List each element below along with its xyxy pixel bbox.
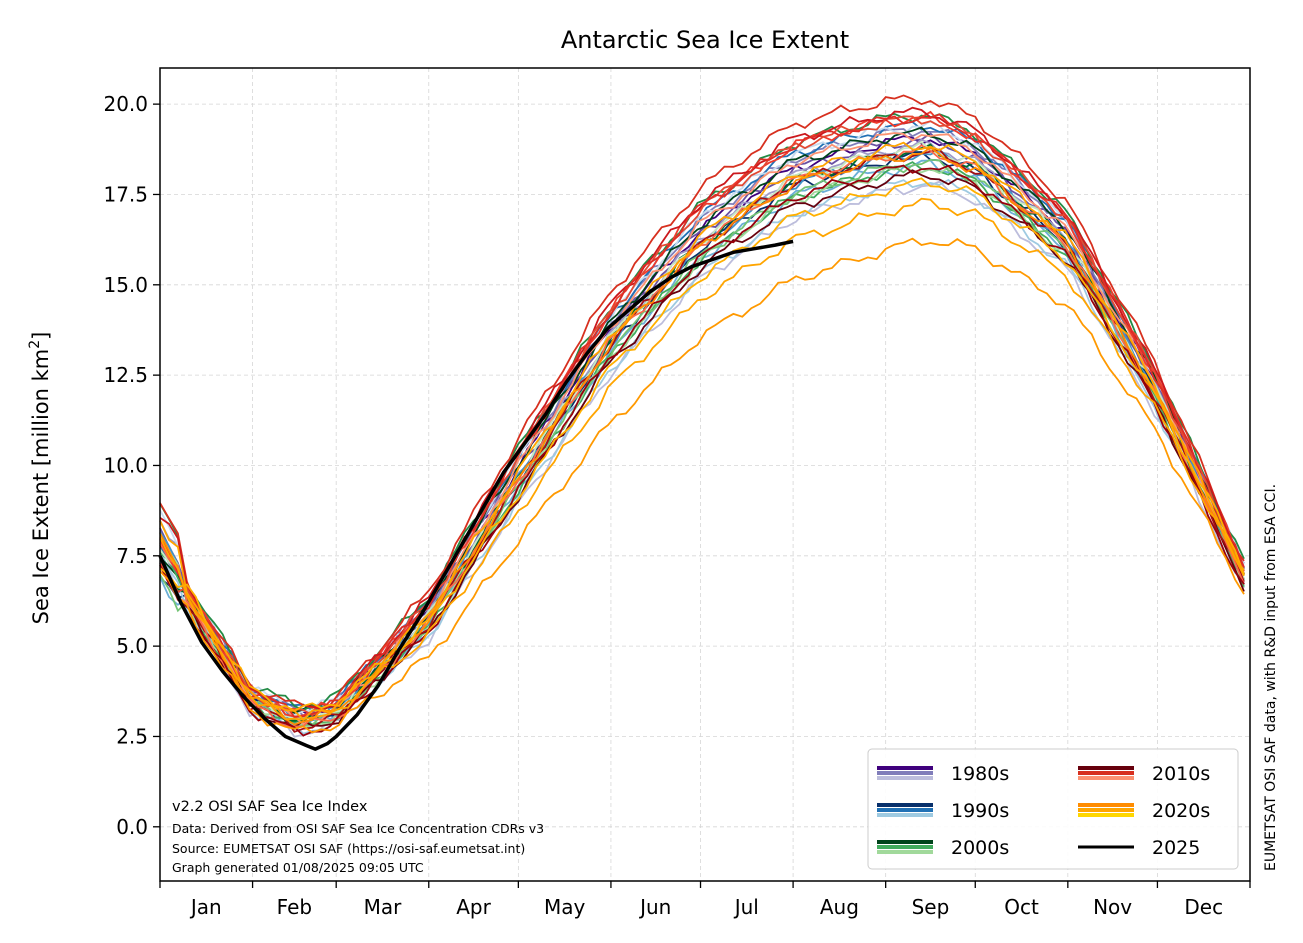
historical-year-line	[159, 141, 1245, 721]
version-note: v2.2 OSI SAF Sea Ice Index	[172, 799, 368, 815]
x-tick-label: Nov	[1093, 895, 1132, 919]
annotation-block: v2.2 OSI SAF Sea Ice Index Data: Derived…	[172, 799, 544, 875]
legend-label: 1990s	[951, 800, 1009, 822]
legend-item: 1990s	[877, 800, 1009, 822]
historical-year-line	[159, 148, 1245, 733]
y-axis-label: Sea Ice Extent [million km2]	[27, 332, 53, 625]
legend-item: 1980s	[877, 763, 1009, 785]
historical-year-lines	[159, 94, 1245, 738]
y-tick-label: 0.0	[116, 815, 148, 839]
chart-title: Antarctic Sea Ice Extent	[561, 26, 849, 54]
legend-item: 2020s	[1078, 800, 1210, 822]
series-2025-layer	[158, 239, 794, 751]
legend-label: 2010s	[1152, 763, 1210, 785]
x-tick-label: Aug	[820, 895, 859, 919]
x-tick-label: Dec	[1184, 895, 1223, 919]
x-tick-label: May	[544, 895, 586, 919]
source-note: Source: EUMETSAT OSI SAF (https://osi-sa…	[172, 841, 525, 856]
legend-label: 1980s	[951, 763, 1009, 785]
x-axis-ticks: Jan Feb Mar Apr May Jun Jul Aug Sep Oct Nov Dec	[159, 881, 1251, 919]
y-tick-label: 20.0	[103, 92, 148, 116]
series-line-2025	[158, 239, 794, 751]
historical-year-line	[159, 113, 1245, 719]
legend-item: 2010s	[1078, 763, 1210, 785]
generated-note: Graph generated 01/08/2025 09:05 UTC	[172, 860, 424, 875]
plot-frame	[159, 67, 1251, 882]
legend-item: 2025	[1078, 837, 1200, 859]
x-tick-label: Jan	[189, 895, 222, 919]
y-tick-label: 15.0	[103, 273, 148, 297]
historical-year-line	[159, 164, 1245, 737]
historical-year-line	[159, 177, 1245, 712]
historical-year-line	[159, 144, 1245, 728]
y-tick-label: 17.5	[103, 182, 148, 206]
historical-year-line	[159, 237, 1245, 734]
legend-item: 2000s	[877, 837, 1009, 859]
x-tick-label: Jun	[638, 895, 671, 919]
y-tick-label: 12.5	[103, 363, 148, 387]
y-axis-ticks: 0.0 2.5 5.0 7.5 10.0 12.5 15.0 17.5 20.0	[103, 92, 160, 839]
historical-year-line	[159, 197, 1245, 721]
x-tick-label: Apr	[456, 895, 491, 919]
legend-label: 2020s	[1152, 800, 1210, 822]
legend-label: 2025	[1152, 837, 1200, 859]
historical-year-line	[159, 94, 1245, 709]
legend-label: 2000s	[951, 837, 1009, 859]
legend: 1980s 1990s 2000s 2010s 2020s 2025	[867, 748, 1239, 870]
x-tick-label: Sep	[912, 895, 950, 919]
legend-box	[867, 748, 1239, 870]
y-tick-label: 7.5	[116, 544, 148, 568]
y-tick-label: 5.0	[116, 634, 148, 658]
data-note: Data: Derived from OSI SAF Sea Ice Conce…	[172, 821, 544, 836]
x-tick-label: Feb	[277, 895, 312, 919]
x-tick-label: Jul	[733, 895, 759, 919]
x-tick-label: Mar	[364, 895, 403, 919]
y-tick-label: 2.5	[116, 724, 148, 748]
x-tick-label: Oct	[1004, 895, 1039, 919]
y-tick-label: 10.0	[103, 453, 148, 477]
side-credit: EUMETSAT OSI SAF data, with R&D input fr…	[1263, 484, 1279, 871]
